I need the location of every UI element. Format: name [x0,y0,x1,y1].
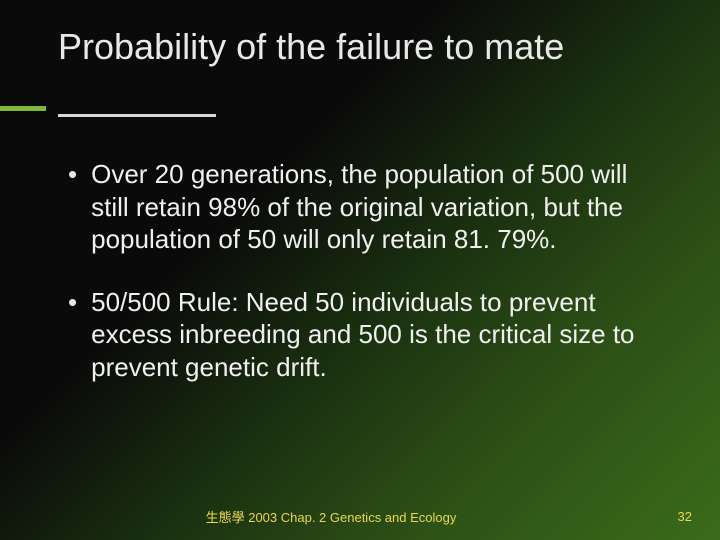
bullet-text: 50/500 Rule: Need 50 individuals to prev… [91,286,660,384]
bullet-text: Over 20 generations, the population of 5… [91,158,660,256]
bullet-dot-icon: • [68,158,77,191]
accent-bar [0,106,46,111]
bullet-item: • 50/500 Rule: Need 50 individuals to pr… [68,286,660,384]
footer-text: 生態學 2003 Chap. 2 Genetics and Ecology [0,507,662,526]
bullet-item: • Over 20 generations, the population of… [68,158,660,256]
title-underline [58,114,216,117]
slide-body: • Over 20 generations, the population of… [68,158,660,413]
slide-footer: 生態學 2003 Chap. 2 Genetics and Ecology 32 [0,507,720,526]
slide: Probability of the failure to mate • Ove… [0,0,720,540]
bullet-dot-icon: • [68,286,77,319]
page-number: 32 [662,509,692,524]
slide-title: Probability of the failure to mate [58,26,660,67]
